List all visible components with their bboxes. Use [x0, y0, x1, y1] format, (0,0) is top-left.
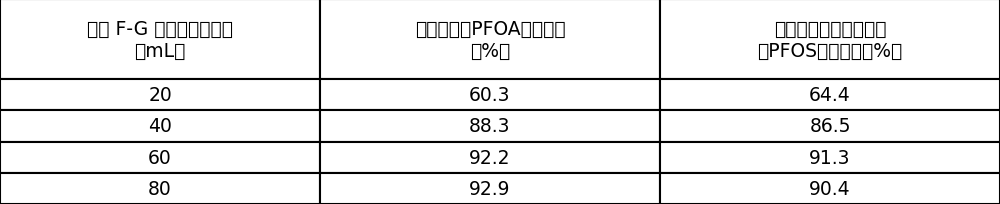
Bar [660, 111, 1000, 142]
Bar [320, 111, 660, 142]
Text: 64.4: 64.4 [809, 86, 851, 105]
Bar [0, 142, 320, 173]
Bar [660, 0, 1000, 80]
Text: 86.5: 86.5 [809, 117, 851, 136]
Bar [660, 173, 1000, 204]
Bar [0, 80, 320, 111]
Text: 全氟辛烷磺酸及其盐类
（PFOS）回收率（%）: 全氟辛烷磺酸及其盐类 （PFOS）回收率（%） [757, 19, 903, 60]
Bar [320, 80, 660, 111]
Text: 20: 20 [148, 86, 172, 105]
Text: 60: 60 [148, 148, 172, 167]
Text: 90.4: 90.4 [809, 179, 851, 198]
Bar [0, 111, 320, 142]
Text: 全氟辛酸（PFOA）回收率
（%）: 全氟辛酸（PFOA）回收率 （%） [415, 19, 565, 60]
Text: 92.2: 92.2 [469, 148, 511, 167]
Text: 91.3: 91.3 [809, 148, 851, 167]
Bar [320, 142, 660, 173]
Bar [320, 173, 660, 204]
Bar [660, 142, 1000, 173]
Bar [660, 80, 1000, 111]
Text: 60.3: 60.3 [469, 86, 511, 105]
Bar [0, 0, 320, 80]
Bar [320, 0, 660, 80]
Bar [0, 173, 320, 204]
Text: 40: 40 [148, 117, 172, 136]
Text: 制备 F-G 时氢氟酸加入量
（mL）: 制备 F-G 时氢氟酸加入量 （mL） [87, 19, 233, 60]
Text: 80: 80 [148, 179, 172, 198]
Text: 92.9: 92.9 [469, 179, 511, 198]
Text: 88.3: 88.3 [469, 117, 511, 136]
